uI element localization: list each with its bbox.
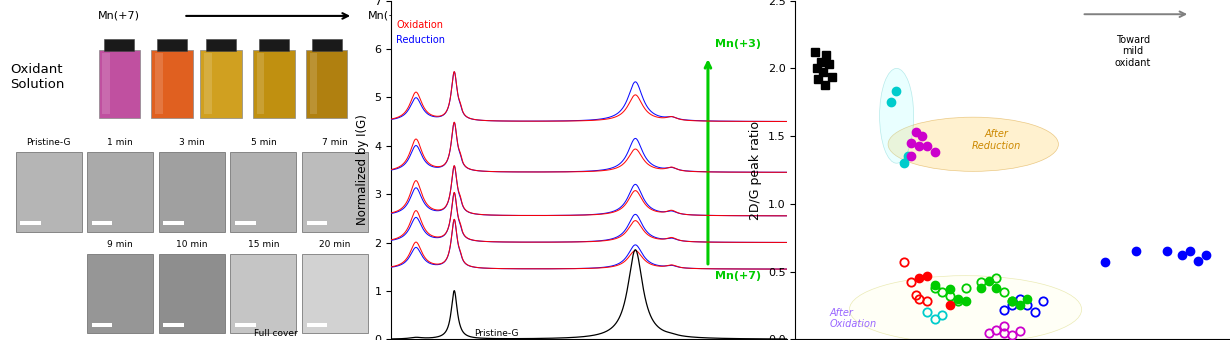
Bar xyxy=(257,53,264,114)
Bar xyxy=(105,39,134,51)
Bar xyxy=(306,323,327,327)
Bar xyxy=(87,254,154,334)
Bar xyxy=(164,221,184,225)
Text: 20 min: 20 min xyxy=(320,240,351,249)
Bar xyxy=(235,221,256,225)
Text: After
Reduction: After Reduction xyxy=(972,130,1021,151)
Text: Full cover: Full cover xyxy=(253,329,298,338)
Ellipse shape xyxy=(850,276,1081,340)
Y-axis label: 2D/G peak ratio: 2D/G peak ratio xyxy=(749,120,763,220)
Bar xyxy=(303,152,368,232)
Text: Pristine-G: Pristine-G xyxy=(474,329,518,338)
Text: 15 min: 15 min xyxy=(247,240,279,249)
Bar xyxy=(258,39,289,51)
Text: Mn(+3): Mn(+3) xyxy=(715,39,760,49)
Bar xyxy=(310,53,317,114)
Bar xyxy=(92,221,112,225)
Bar xyxy=(164,323,184,327)
Bar xyxy=(230,254,296,334)
Bar xyxy=(311,39,342,51)
Text: Mn(+3): Mn(+3) xyxy=(368,11,410,21)
Bar xyxy=(98,50,140,118)
Bar xyxy=(204,53,212,114)
Bar xyxy=(200,50,242,118)
Text: Pristine-G: Pristine-G xyxy=(26,138,71,147)
Bar xyxy=(155,53,162,114)
Text: 7 min: 7 min xyxy=(322,138,348,147)
Text: Oxidant
Solution: Oxidant Solution xyxy=(10,63,64,91)
Bar xyxy=(230,152,296,232)
Text: 3 min: 3 min xyxy=(180,138,204,147)
Text: Reduction: Reduction xyxy=(396,35,445,45)
Y-axis label: Normalized by I(G): Normalized by I(G) xyxy=(355,115,369,225)
Text: 5 min: 5 min xyxy=(251,138,277,147)
Bar xyxy=(157,39,187,51)
Text: 10 min: 10 min xyxy=(176,240,208,249)
Bar xyxy=(235,323,256,327)
Ellipse shape xyxy=(879,68,914,163)
Bar xyxy=(253,50,295,118)
Bar xyxy=(102,53,109,114)
Bar xyxy=(92,323,112,327)
Bar xyxy=(20,221,41,225)
Ellipse shape xyxy=(888,117,1059,171)
Text: 1 min: 1 min xyxy=(107,138,133,147)
Text: 9 min: 9 min xyxy=(107,240,133,249)
Bar xyxy=(205,39,236,51)
Text: Mn(+7): Mn(+7) xyxy=(98,11,140,21)
Text: Mn(+7): Mn(+7) xyxy=(715,271,760,280)
Bar xyxy=(87,152,154,232)
Bar xyxy=(159,254,225,334)
Bar xyxy=(151,50,193,118)
Bar xyxy=(159,152,225,232)
Bar xyxy=(306,221,327,225)
Bar xyxy=(306,50,347,118)
Text: Oxidation: Oxidation xyxy=(396,20,443,30)
Bar xyxy=(303,254,368,334)
Text: Toward
mild
oxidant: Toward mild oxidant xyxy=(1114,35,1151,68)
Bar xyxy=(16,152,81,232)
Text: After
Oxidation: After Oxidation xyxy=(829,307,876,329)
